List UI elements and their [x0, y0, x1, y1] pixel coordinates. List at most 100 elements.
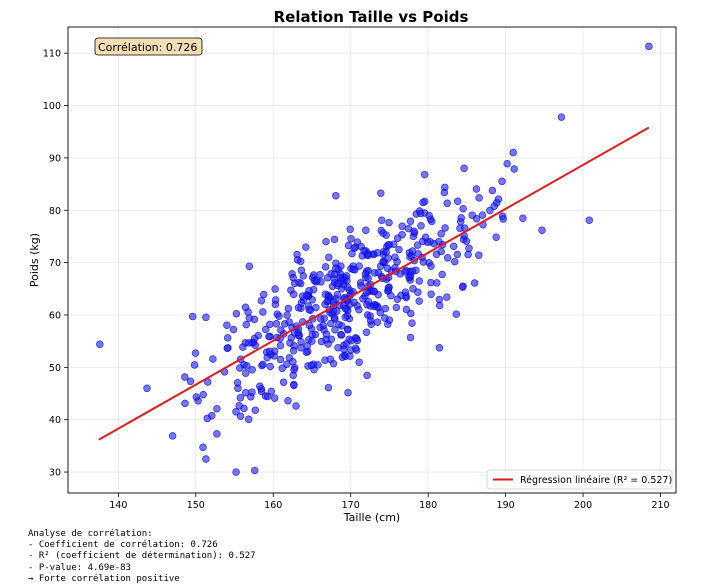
scatter-point [287, 334, 296, 342]
scatter-point [344, 326, 352, 334]
scatter-point [406, 217, 415, 225]
x-tick-label: 180 [419, 500, 437, 511]
scatter-point [420, 170, 429, 179]
scatter-point [346, 225, 354, 234]
scatter-point [322, 237, 330, 246]
scatter-point [462, 237, 471, 245]
scatter-point [250, 466, 259, 475]
scatter-point [250, 334, 259, 343]
scatter-point [370, 269, 379, 277]
scatter-point [334, 343, 342, 352]
scatter-point [370, 287, 378, 295]
analysis-line: - P-value: 4.69e-83 [28, 562, 131, 573]
scatter-point [415, 277, 424, 285]
scatter-point [353, 336, 362, 345]
scatter-point [275, 312, 283, 320]
scatter-point [256, 382, 264, 391]
scatter-point [363, 300, 371, 309]
scatter-point [289, 273, 297, 282]
scatter-point [337, 331, 346, 339]
scatter-point [276, 341, 285, 350]
scatter-point [393, 295, 402, 303]
scatter-point [373, 249, 382, 257]
scatter-point [381, 314, 389, 322]
scatter-point [329, 307, 338, 315]
scatter-point [334, 279, 343, 288]
scatter-point [503, 159, 511, 168]
scatter-point [452, 310, 461, 318]
scatter-point [266, 362, 274, 371]
scatter-point [266, 320, 274, 329]
scatter-point [345, 335, 353, 343]
scatter-point [232, 309, 241, 318]
scatter-point [408, 319, 416, 327]
scatter-point [236, 412, 245, 420]
scatter-point [377, 216, 386, 224]
scatter-point [209, 355, 217, 363]
scatter-point [190, 361, 199, 369]
scatter-point [427, 290, 435, 298]
scatter-point [330, 313, 339, 322]
scatter-point [250, 315, 259, 324]
scatter-point [509, 148, 517, 157]
scatter-point [475, 194, 483, 202]
scatter-point [324, 383, 333, 392]
scatter-point [248, 388, 256, 396]
scatter-point [385, 218, 393, 227]
scatter-point [241, 303, 250, 312]
scatter-point [453, 250, 462, 259]
scatter-point [346, 352, 354, 360]
scatter-point [181, 399, 189, 408]
scatter-point [408, 267, 417, 275]
scatter-point [278, 364, 287, 373]
scatter-point [421, 233, 430, 242]
x-tick-label: 210 [651, 500, 669, 511]
scatter-point [333, 290, 342, 299]
scatter-point [443, 293, 451, 301]
scatter-point [213, 430, 221, 438]
scatter-point [317, 337, 326, 346]
scatter-point [379, 229, 387, 237]
scatter-point [377, 189, 385, 197]
scatter-point [257, 296, 266, 305]
scatter-point [323, 274, 332, 282]
scatter-point [585, 216, 594, 224]
scatter-point [350, 298, 358, 307]
scatter-point [307, 361, 316, 370]
scatter-point [143, 384, 151, 393]
scatter-point [259, 308, 267, 316]
scatter-point [443, 199, 451, 208]
scatter-point [373, 318, 382, 326]
scatter-point [557, 113, 566, 121]
scatter-point [305, 305, 313, 314]
scatter-point [313, 276, 321, 285]
scatter-point [449, 242, 458, 251]
scatter-point [244, 415, 253, 424]
analysis-line: - R² (coefficient de détermination): 0.5… [28, 551, 256, 562]
scatter-point [265, 332, 273, 341]
x-tick-label: 160 [264, 500, 282, 511]
scatter-point [478, 211, 487, 219]
scatter-point [289, 358, 297, 366]
scatter-point [181, 373, 189, 381]
scatter-point [229, 325, 238, 334]
scatter-point [510, 165, 518, 173]
scatter-point [494, 195, 503, 203]
scatter-point [355, 358, 363, 366]
scatter-point [438, 270, 446, 279]
analysis-line: - Coefficient de corrélation: 0.726 [28, 540, 218, 551]
scatter-point [499, 215, 507, 223]
scatter-point [271, 285, 279, 293]
scatter-point [168, 432, 177, 440]
scatter-point [401, 288, 410, 296]
scatter-point [188, 312, 197, 321]
legend-label: Régression linéaire (R² = 0.527) [520, 475, 672, 486]
scatter-point [415, 297, 423, 305]
scatter-point [245, 262, 254, 271]
scatter-point [361, 270, 370, 278]
scatter-point [398, 222, 406, 231]
scatter-point [186, 377, 195, 386]
scatter-point [272, 320, 281, 328]
scatter-point [349, 265, 357, 274]
scatter-point [284, 396, 292, 405]
